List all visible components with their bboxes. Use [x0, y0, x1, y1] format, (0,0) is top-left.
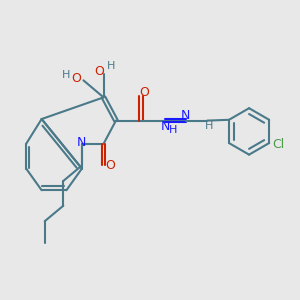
Text: Cl: Cl — [272, 138, 284, 151]
Text: N: N — [77, 136, 87, 149]
Text: O: O — [105, 159, 115, 172]
Text: H: H — [169, 125, 177, 136]
Text: N: N — [161, 120, 170, 133]
Text: H: H — [205, 121, 213, 131]
Text: O: O — [72, 72, 82, 85]
Text: O: O — [94, 64, 104, 78]
Text: O: O — [139, 86, 149, 99]
Text: H: H — [62, 70, 70, 80]
Text: H: H — [107, 61, 116, 71]
Text: N: N — [181, 110, 190, 122]
